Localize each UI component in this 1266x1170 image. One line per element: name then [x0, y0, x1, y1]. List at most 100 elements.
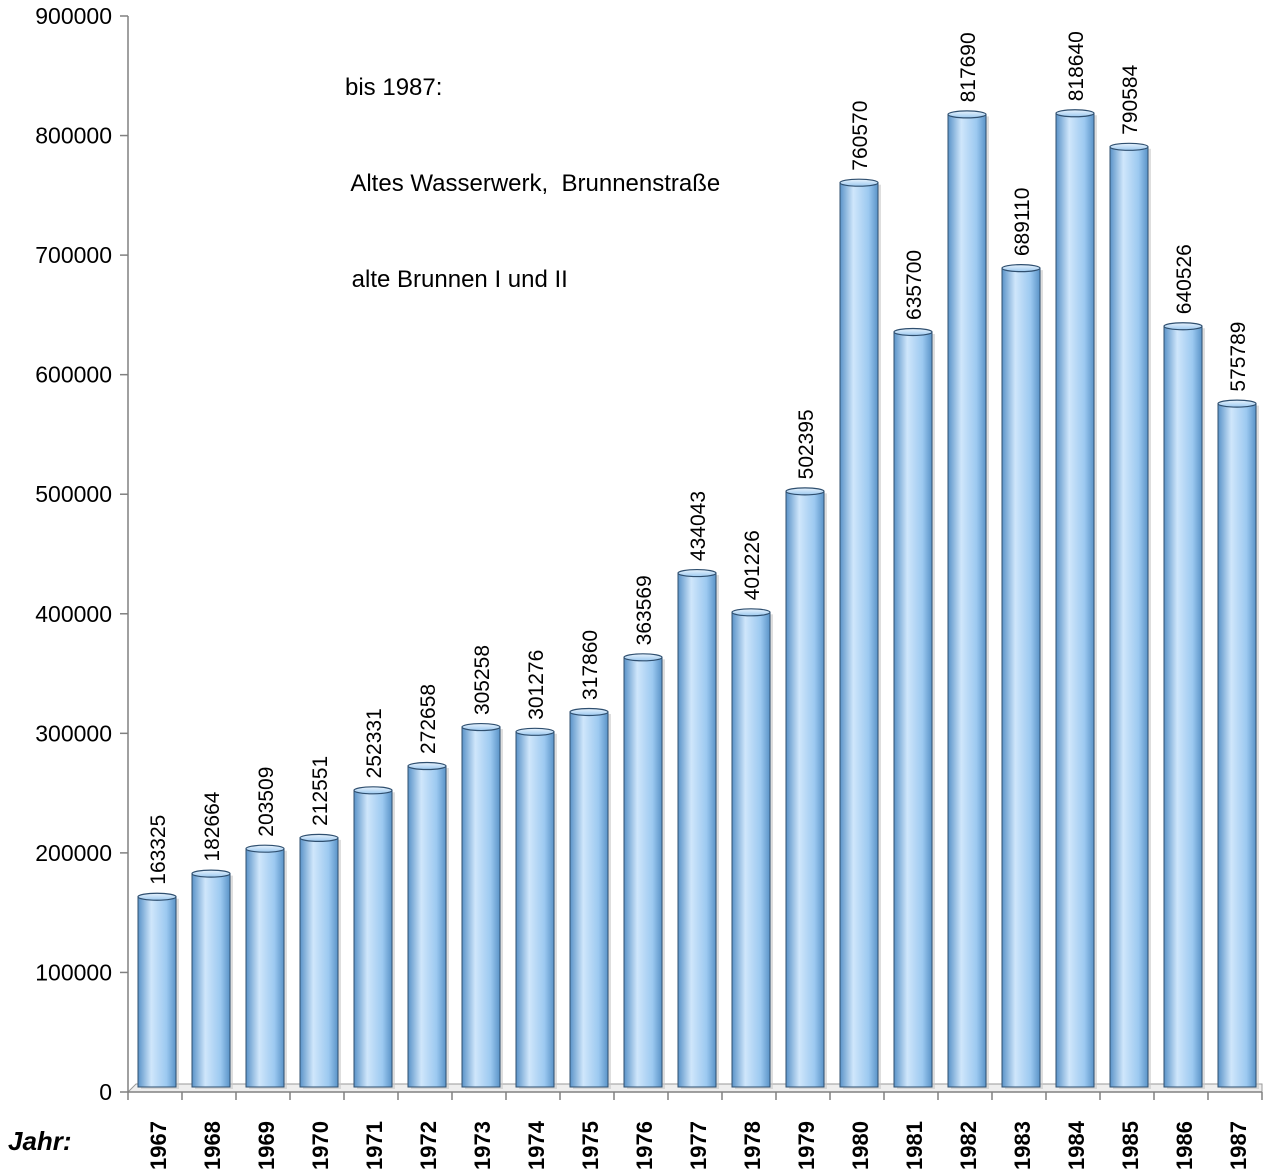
- bar-value-label: 817690: [957, 32, 980, 102]
- bar: [677, 572, 717, 1088]
- bar-1980: [839, 178, 881, 1090]
- bar-1968: [191, 869, 233, 1089]
- bar-value-label: 502395: [795, 409, 818, 479]
- y-tick-label: 800000: [35, 123, 112, 149]
- bar-cap: [461, 722, 501, 732]
- x-tick-label: 1979: [794, 1121, 819, 1170]
- bar-cap: [299, 833, 339, 842]
- bar-value-label: 640526: [1173, 244, 1196, 314]
- bar-value-label: 272658: [417, 684, 440, 754]
- bar-cap: [731, 608, 771, 617]
- bar-1976: [623, 653, 665, 1089]
- bar-cap: [623, 653, 663, 662]
- bar-value-label: 203509: [255, 767, 278, 837]
- bar-cap: [1163, 322, 1203, 331]
- bar: [785, 490, 825, 1088]
- y-tick-label: 600000: [35, 362, 112, 388]
- bar: [353, 789, 393, 1088]
- x-tick-label: 1972: [416, 1121, 441, 1170]
- y-tick-label: 300000: [35, 720, 112, 746]
- bar: [893, 331, 933, 1088]
- bar-1969: [245, 844, 287, 1089]
- bar-cap: [569, 707, 609, 717]
- bar-value-label: 301276: [525, 650, 548, 720]
- bar-value-label: 635700: [903, 250, 926, 320]
- bar-value-label: 689110: [1011, 188, 1034, 257]
- x-tick-label: 1983: [1010, 1121, 1035, 1170]
- y-tick-label: 0: [99, 1079, 112, 1105]
- x-tick-label: 1973: [470, 1121, 495, 1170]
- x-tick-label: 1974: [524, 1120, 549, 1170]
- bar-cap: [677, 568, 717, 578]
- bar-1978: [731, 608, 773, 1089]
- x-tick-label: 1969: [254, 1121, 279, 1170]
- x-tick-label: 1978: [740, 1121, 765, 1170]
- bar-cap: [1055, 109, 1095, 118]
- annotation-line-1: bis 1987:: [345, 74, 443, 101]
- annotation-line-3: alte Brunnen I und II: [345, 266, 568, 293]
- bar-value-label: 575789: [1227, 322, 1250, 392]
- bar-cap: [245, 844, 285, 853]
- x-tick-label: 1987: [1226, 1121, 1251, 1170]
- bar-value-label: 252331: [363, 708, 386, 778]
- bar-cap: [1217, 399, 1257, 408]
- bar-cap: [407, 761, 447, 771]
- x-tick-label: 1982: [956, 1121, 981, 1170]
- bar: [245, 848, 285, 1088]
- bar-value-label: 317860: [579, 630, 602, 700]
- x-axis-label: Jahr:: [8, 1126, 72, 1156]
- bar-1970: [299, 833, 341, 1089]
- x-tick-label: 1985: [1118, 1121, 1143, 1170]
- x-tick-label: 1977: [686, 1121, 711, 1170]
- bar: [569, 711, 609, 1088]
- x-tick-label: 1970: [308, 1121, 333, 1170]
- bar-1973: [461, 722, 503, 1089]
- bar: [839, 182, 879, 1088]
- bar-cap: [893, 327, 933, 337]
- x-tick-label: 1984: [1064, 1120, 1089, 1170]
- bar-1977: [677, 568, 719, 1089]
- bar-cap: [191, 869, 231, 878]
- bar: [1109, 146, 1149, 1088]
- y-tick-label: 700000: [35, 242, 112, 268]
- bar-1983: [1001, 264, 1043, 1089]
- x-tick-label: 1967: [146, 1121, 171, 1170]
- bar: [947, 113, 987, 1088]
- bar: [1001, 267, 1041, 1088]
- bar-value-label: 790584: [1119, 64, 1142, 134]
- bar: [191, 873, 231, 1088]
- bar-1986: [1163, 322, 1205, 1089]
- bar: [407, 765, 447, 1088]
- x-tick-label: 1980: [848, 1121, 873, 1170]
- bar: [137, 896, 177, 1088]
- bar-value-label: 363569: [633, 575, 656, 645]
- bar: [623, 656, 663, 1088]
- x-tick-label: 1981: [902, 1121, 927, 1170]
- y-tick-label: 500000: [35, 481, 112, 507]
- bar-cap: [1109, 142, 1149, 151]
- bar: [1217, 403, 1257, 1088]
- annotation-line-2: Altes Wasserwerk, Brunnenstraße: [345, 170, 721, 197]
- bar: [461, 726, 501, 1088]
- bar-cap: [839, 178, 879, 187]
- x-tick-label: 1968: [200, 1121, 225, 1170]
- bar-1974: [515, 727, 557, 1089]
- bar-1975: [569, 707, 611, 1089]
- bar-cap: [785, 487, 825, 496]
- bar-value-label: 212551: [309, 756, 332, 826]
- bar-value-label: 401226: [741, 530, 764, 600]
- bar-1987: [1217, 399, 1259, 1089]
- y-tick-label: 100000: [35, 959, 112, 985]
- chart-annotation: bis 1987: Altes Wasserwerk, Brunnenstraß…: [345, 8, 720, 328]
- x-tick-label: 1971: [362, 1121, 387, 1170]
- bar-cap: [353, 786, 393, 795]
- bar-value-label: 818640: [1065, 31, 1088, 101]
- bar-value-label: 305258: [471, 645, 494, 715]
- bar: [1055, 112, 1095, 1088]
- bar-value-label: 760570: [849, 101, 872, 171]
- bar: [299, 837, 339, 1088]
- y-tick-label: 900000: [35, 3, 112, 29]
- x-tick-label: 1975: [578, 1121, 603, 1170]
- bar-1971: [353, 786, 395, 1089]
- bar: [1163, 325, 1203, 1088]
